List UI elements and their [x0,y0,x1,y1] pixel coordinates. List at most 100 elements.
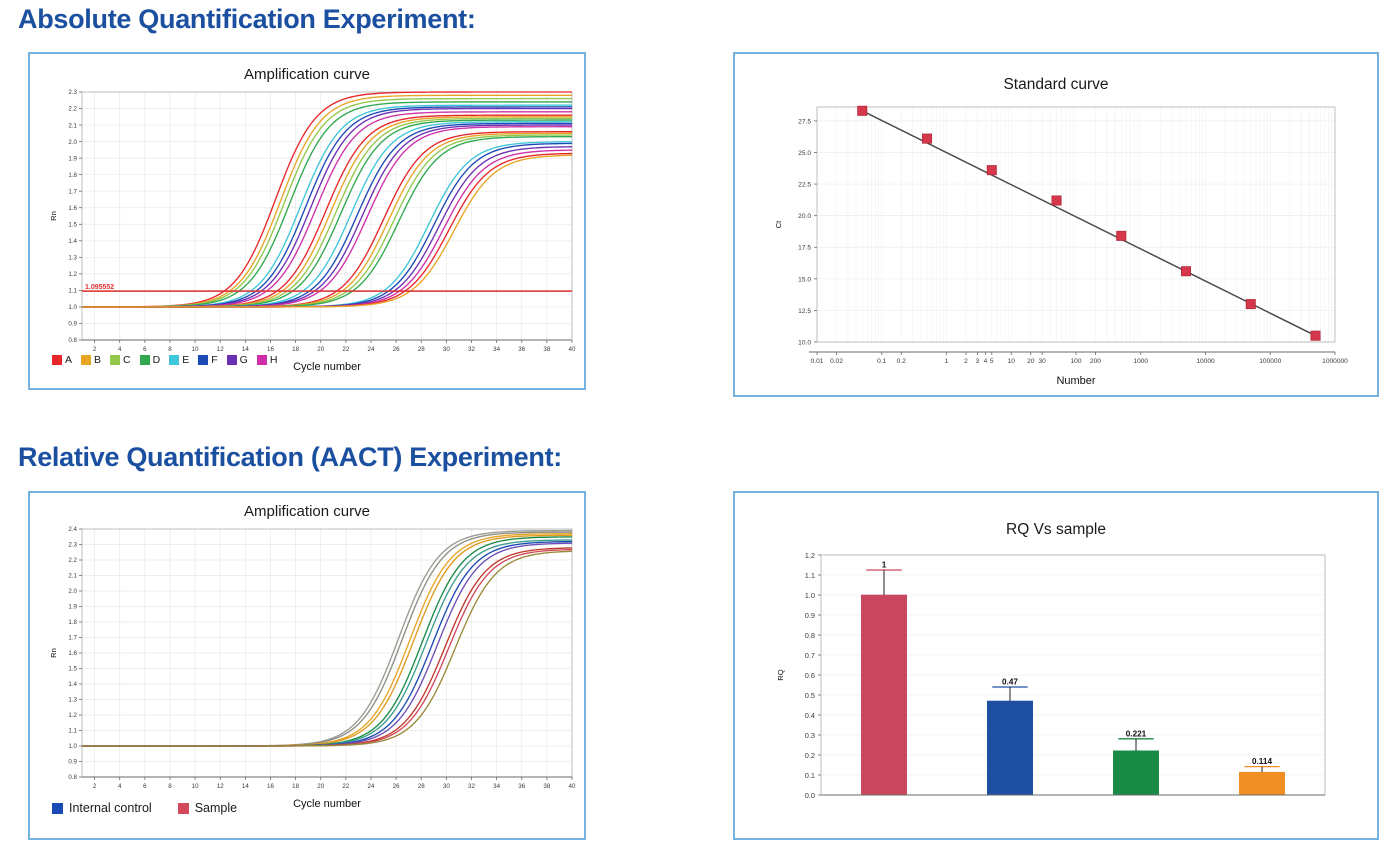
svg-text:0.9: 0.9 [805,611,815,620]
svg-text:10.0: 10.0 [798,340,811,347]
legend-item: B [81,354,101,366]
legend-swatch-icon [198,355,209,365]
svg-text:16: 16 [267,783,274,790]
legend-swatch-icon [226,355,237,365]
chart-title-amplification-absolute: Amplification curve [244,66,370,83]
svg-text:2.4: 2.4 [68,526,77,533]
svg-text:4: 4 [118,783,122,790]
legend-label: F [211,354,218,366]
svg-text:30: 30 [443,346,450,353]
bar: 1 [861,561,907,796]
svg-text:1.0: 1.0 [68,743,77,750]
chart-title-rq: RQ Vs sample [1006,521,1106,538]
data-point-marker [857,105,868,116]
svg-text:10: 10 [1008,358,1016,365]
svg-text:2.0: 2.0 [68,139,77,146]
svg-text:16: 16 [267,346,274,353]
data-point-marker [986,165,997,176]
legend-label: C [123,354,131,366]
svg-text:2: 2 [93,783,97,790]
svg-text:32: 32 [468,346,475,353]
svg-text:0.9: 0.9 [68,759,77,766]
bar-value-label: 1 [882,561,887,570]
svg-text:10000: 10000 [1196,358,1215,365]
svg-text:20.0: 20.0 [798,213,811,220]
svg-text:1.5: 1.5 [68,666,77,673]
svg-text:34: 34 [493,346,500,353]
legend-swatch-icon [177,802,189,814]
legend-swatch-icon [169,355,180,365]
y-axis-label: Rn [49,211,58,221]
svg-text:18: 18 [292,346,299,353]
svg-text:24: 24 [368,346,375,353]
section-title-absolute: Absolute Quantification Experiment: [18,4,476,34]
svg-text:4: 4 [118,346,122,353]
svg-text:100: 100 [1070,358,1081,365]
bar: 0.47 [987,678,1033,796]
svg-text:6: 6 [143,346,147,353]
svg-text:0.2: 0.2 [805,751,815,760]
svg-text:1000: 1000 [1133,358,1148,365]
svg-text:1.6: 1.6 [68,650,77,657]
chart-amplification-relative: 0.8 0.9 1.0 1.1 1.2 1.3 1.4 1.5 1.6 1.7 1.8 1.9 2.0 2… [49,526,576,810]
data-point-marker [922,133,933,144]
svg-text:2.3: 2.3 [68,89,77,96]
svg-text:12: 12 [217,783,224,790]
svg-text:0.1: 0.1 [877,358,886,365]
chart-rq: 1 0.47 0.221 0.114 0.0 0.1 0.2 0.3 0.4 0.5 0.6 0.7 0… [776,551,1326,800]
svg-text:20: 20 [317,346,324,353]
legend-item: E [169,354,189,366]
svg-text:0.9: 0.9 [68,321,77,328]
svg-text:2.3: 2.3 [68,542,77,549]
svg-text:1.5: 1.5 [68,221,77,228]
legend-item: D [139,354,160,366]
svg-text:28: 28 [418,346,425,353]
svg-text:27.5: 27.5 [798,118,811,125]
panel-amplification-absolute: Amplification curve 1.095552 0.8 0.9 1.0 1.1… [28,52,586,390]
svg-text:1.1: 1.1 [68,288,77,295]
svg-text:25.0: 25.0 [798,150,811,157]
svg-text:30: 30 [1038,358,1046,365]
legend-item: C [110,354,131,366]
chart-amplification-absolute: 1.095552 0.8 0.9 1.0 1.1 1.2 1.3 1.4 1.5 1.6 1.7 1.… [49,89,576,373]
y-axis-label: Rn [49,648,58,658]
chart-standard-curve: 10.0 12.5 15.0 17.5 20.0 22.5 25.0 27.5 0.01 0.02… [774,105,1348,387]
svg-text:26: 26 [393,783,400,790]
svg-text:0.6: 0.6 [805,671,815,680]
svg-text:1.4: 1.4 [68,238,77,245]
svg-text:0.8: 0.8 [68,774,77,781]
svg-text:1.9: 1.9 [68,604,77,611]
panel-rq-chart: RQ Vs sample 1 0.47 0.221 0.114 0.0 0.1 0.2 0.3… [733,491,1379,840]
svg-text:20: 20 [317,783,324,790]
chart-title-standard-curve: Standard curve [1003,76,1109,93]
svg-text:38: 38 [543,783,550,790]
panel-amplification-relative: Amplification curve 0.8 0.9 1.0 1.1 1.2 1.3 1.… [28,491,586,840]
svg-text:0.5: 0.5 [805,691,815,700]
svg-text:0.7: 0.7 [805,651,815,660]
legend-item: G [226,354,248,366]
svg-text:1.7: 1.7 [68,635,77,642]
svg-text:8: 8 [168,783,172,790]
y-axis-label: RQ [776,669,785,680]
svg-text:0.01: 0.01 [811,358,824,365]
svg-text:6: 6 [143,783,147,790]
svg-text:15.0: 15.0 [798,276,811,283]
svg-text:28: 28 [418,783,425,790]
bar: 0.221 [1113,729,1159,796]
svg-text:40: 40 [569,346,576,353]
svg-text:36: 36 [518,783,525,790]
svg-text:1.0: 1.0 [805,591,815,600]
legend-label: Sample [194,801,238,815]
svg-text:17.5: 17.5 [798,245,811,252]
svg-text:1: 1 [945,358,949,365]
svg-text:0.0: 0.0 [805,791,815,800]
legend-swatch-icon [52,802,63,814]
svg-text:1.6: 1.6 [68,205,77,212]
svg-text:5: 5 [990,358,994,365]
svg-text:24: 24 [368,783,375,790]
svg-text:22: 22 [342,783,349,790]
svg-text:10: 10 [192,346,199,353]
panel-standard-curve: Standard curve 10.0 12.5 15.0 17.5 20.0 22.5 2… [733,52,1379,397]
svg-text:1.1: 1.1 [805,571,815,580]
svg-text:1.2: 1.2 [805,551,815,560]
